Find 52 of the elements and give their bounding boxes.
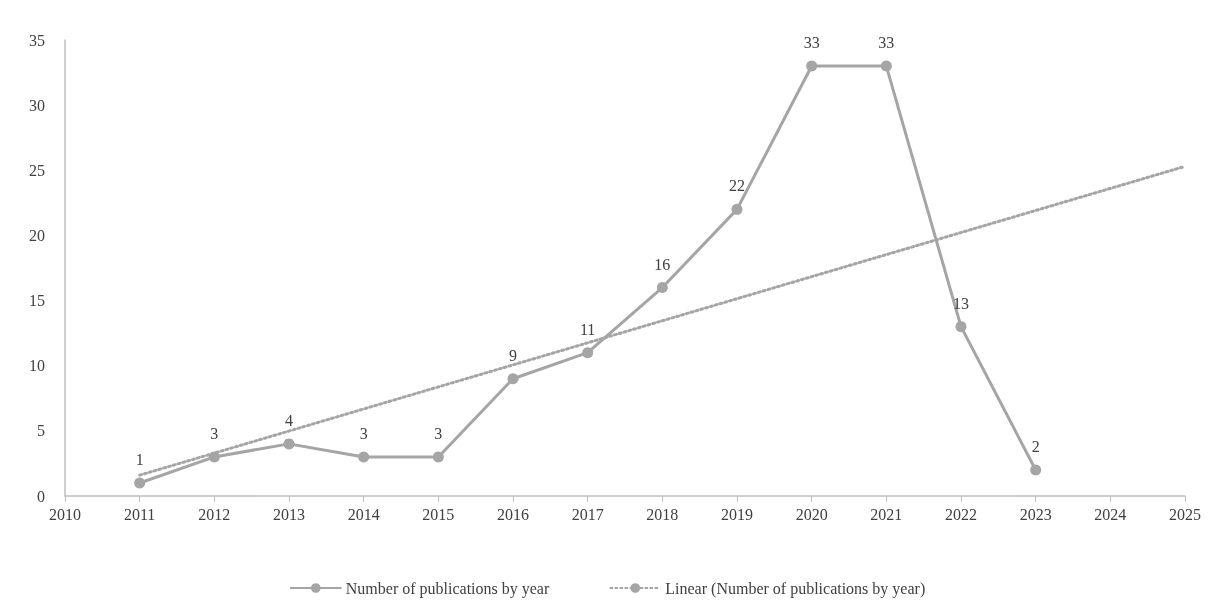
- y-tick-label: 10: [29, 357, 45, 375]
- y-tick-label: 5: [37, 422, 45, 440]
- point: [134, 477, 146, 489]
- data-label: 33: [803, 34, 820, 52]
- y-tick-label: 15: [29, 292, 45, 310]
- x-tick-label: 2018: [646, 505, 679, 523]
- point: [1030, 464, 1042, 476]
- data-label: 2: [1031, 437, 1040, 455]
- x-tick-label: 2023: [1019, 505, 1052, 523]
- y-tick-label: 20: [29, 226, 45, 244]
- data-label: 13: [953, 294, 969, 312]
- y-tick-label: 35: [29, 31, 45, 49]
- x-tick-label: 2013: [273, 505, 305, 523]
- point: [806, 60, 818, 72]
- x-tick-label: 2022: [945, 505, 977, 523]
- x-tick-label: 2010: [49, 505, 81, 523]
- point: [432, 451, 444, 463]
- x-tick-label: 2015: [422, 505, 455, 523]
- data-label: 3: [434, 424, 443, 442]
- data-label: 3: [210, 424, 219, 442]
- x-tick-label: 2017: [571, 505, 604, 523]
- data-label: 22: [729, 177, 745, 195]
- point: [582, 347, 594, 359]
- point: [880, 60, 892, 72]
- point: [731, 203, 743, 215]
- x-tick-label: 2025: [1169, 505, 1201, 523]
- x-tick-label: 2019: [721, 505, 753, 523]
- data-label: 4: [285, 411, 293, 429]
- point: [283, 438, 295, 450]
- x-tick-label: 2014: [347, 505, 380, 523]
- x-tick-label: 2012: [198, 505, 231, 523]
- y-tick-label: 30: [29, 96, 45, 114]
- point: [656, 282, 668, 294]
- data-label: 16: [654, 255, 671, 273]
- data-label: 9: [509, 346, 517, 364]
- x-tick-label: 2020: [795, 505, 828, 523]
- legend-label: Linear (Number of publications by year): [665, 579, 926, 598]
- point: [358, 451, 370, 463]
- x-tick-label: 2011: [123, 505, 156, 523]
- y-tick-label: 25: [29, 161, 45, 179]
- data-label: 11: [579, 320, 596, 338]
- point: [208, 451, 220, 463]
- legend-label: Number of publications by year: [345, 579, 550, 598]
- data-label: 1: [135, 450, 144, 468]
- x-tick-label: 2024: [1094, 505, 1127, 523]
- data-label: 3: [359, 424, 368, 442]
- y-tick-label: 0: [37, 487, 45, 505]
- point: [955, 321, 967, 333]
- x-tick-label: 2016: [497, 505, 529, 523]
- data-label: 33: [878, 34, 895, 52]
- point: [507, 373, 519, 385]
- x-tick-label: 2021: [870, 505, 903, 523]
